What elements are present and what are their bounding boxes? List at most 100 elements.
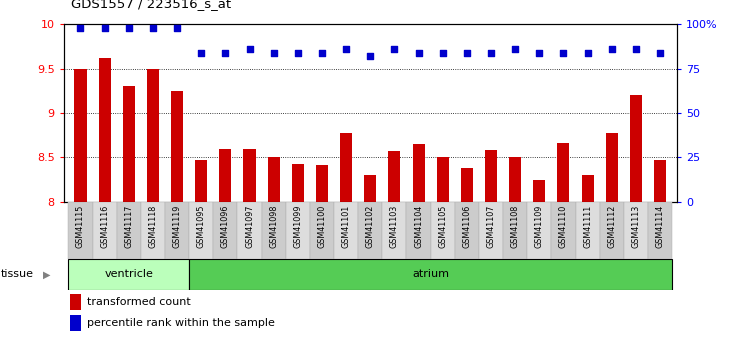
Text: GSM41118: GSM41118 — [148, 205, 157, 248]
Bar — [70, 315, 81, 331]
Point — [171, 25, 183, 30]
Text: GSM41096: GSM41096 — [221, 205, 230, 248]
Bar — [219, 149, 231, 202]
Bar — [213, 202, 237, 259]
Bar — [388, 151, 400, 202]
Point — [268, 50, 280, 55]
Point — [557, 50, 569, 55]
Bar — [70, 294, 81, 310]
Bar — [358, 202, 382, 259]
Text: ▶: ▶ — [43, 269, 51, 279]
Bar — [606, 132, 618, 202]
Bar — [147, 69, 159, 202]
Text: transformed count: transformed count — [87, 297, 191, 307]
Text: GSM41102: GSM41102 — [366, 205, 375, 248]
Text: GSM41107: GSM41107 — [486, 205, 495, 248]
Bar — [557, 143, 569, 202]
Text: percentile rank within the sample: percentile rank within the sample — [87, 318, 275, 328]
Bar — [316, 165, 328, 202]
Point — [437, 50, 449, 55]
Bar — [262, 202, 286, 259]
Bar — [141, 202, 165, 259]
Point — [509, 46, 521, 52]
Bar — [461, 168, 473, 202]
Bar — [654, 160, 666, 202]
Bar — [624, 202, 648, 259]
Bar — [195, 160, 207, 202]
Point — [316, 50, 328, 55]
Text: GSM41115: GSM41115 — [76, 205, 85, 248]
Text: ventricle: ventricle — [104, 269, 153, 279]
Text: GSM41097: GSM41097 — [245, 205, 254, 248]
Text: GSM41108: GSM41108 — [511, 205, 520, 248]
Bar — [455, 202, 479, 259]
Point — [244, 46, 256, 52]
Point — [340, 46, 352, 52]
Bar — [479, 202, 503, 259]
Text: GSM41100: GSM41100 — [317, 205, 326, 248]
Text: GSM41101: GSM41101 — [342, 205, 351, 248]
Bar — [485, 150, 497, 202]
Text: GSM41114: GSM41114 — [655, 205, 664, 248]
Bar — [75, 69, 87, 202]
Text: GSM41117: GSM41117 — [124, 205, 133, 248]
Bar — [509, 157, 521, 202]
Bar — [93, 202, 117, 259]
Point — [485, 50, 497, 55]
Text: GSM41105: GSM41105 — [438, 205, 447, 248]
Point — [364, 53, 376, 59]
Bar — [99, 58, 111, 202]
Text: GSM41095: GSM41095 — [197, 205, 206, 248]
Point — [533, 50, 545, 55]
Point — [413, 50, 425, 55]
Bar — [237, 202, 262, 259]
Bar — [503, 202, 527, 259]
Bar — [412, 144, 425, 202]
Bar — [68, 259, 189, 290]
Bar — [244, 149, 256, 202]
Bar — [630, 95, 642, 202]
Point — [99, 25, 111, 30]
Point — [123, 25, 135, 30]
Text: GSM41098: GSM41098 — [269, 205, 278, 248]
Point — [195, 50, 207, 55]
Point — [654, 50, 666, 55]
Bar — [292, 164, 304, 202]
Text: GSM41119: GSM41119 — [173, 205, 182, 248]
Text: GSM41116: GSM41116 — [100, 205, 109, 248]
Text: GSM41110: GSM41110 — [559, 205, 568, 248]
Text: tissue: tissue — [1, 269, 34, 279]
Text: GDS1557 / 223516_s_at: GDS1557 / 223516_s_at — [71, 0, 231, 10]
Bar — [431, 202, 455, 259]
Bar — [382, 202, 406, 259]
Bar — [123, 86, 135, 202]
Point — [388, 46, 400, 52]
Text: GSM41111: GSM41111 — [583, 205, 592, 248]
Text: GSM41109: GSM41109 — [535, 205, 544, 248]
Bar — [165, 202, 189, 259]
Bar — [551, 202, 575, 259]
Bar — [581, 175, 594, 202]
Bar — [364, 175, 376, 202]
Text: GSM41099: GSM41099 — [293, 205, 302, 248]
Bar — [575, 202, 600, 259]
Point — [582, 50, 594, 55]
Bar — [171, 91, 183, 202]
Text: atrium: atrium — [412, 269, 449, 279]
Text: GSM41104: GSM41104 — [414, 205, 423, 248]
Bar — [286, 202, 310, 259]
Bar — [189, 259, 672, 290]
Bar — [310, 202, 334, 259]
Text: GSM41103: GSM41103 — [390, 205, 399, 248]
Bar — [648, 202, 672, 259]
Bar — [68, 202, 93, 259]
Point — [147, 25, 159, 30]
Point — [630, 46, 642, 52]
Point — [292, 50, 304, 55]
Bar — [117, 202, 141, 259]
Text: GSM41106: GSM41106 — [462, 205, 471, 248]
Point — [606, 46, 618, 52]
Text: GSM41112: GSM41112 — [607, 205, 616, 248]
Bar — [268, 157, 280, 202]
Bar — [437, 157, 449, 202]
